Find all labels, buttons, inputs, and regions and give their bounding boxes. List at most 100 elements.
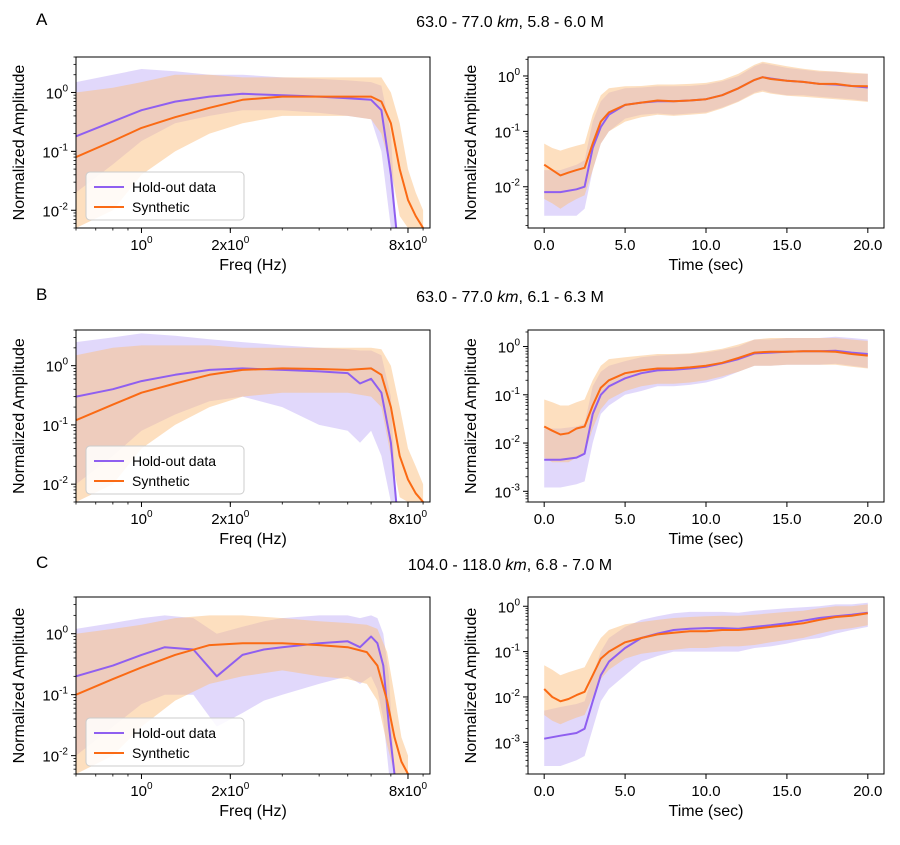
title-distance: 63.0 - 77.0 [416,14,497,31]
tick-exponent: 0 [514,67,520,78]
x-tick-label: 15.0 [772,783,801,800]
x-axis-label: Time (sec) [669,257,744,274]
synthetic-line [543,350,868,436]
y-tick-label: 10-2 [494,688,520,707]
y-axis-label: Normalized Amplitude [463,338,480,494]
y-axis-label: Normalized Amplitude [11,338,28,494]
tick-exponent: -2 [511,688,520,699]
legend-label: Hold-out data [132,453,216,469]
y-axis-label: Normalized Amplitude [11,608,28,764]
title-unit: km [497,14,518,31]
y-tick-label: 10-1 [42,416,68,435]
tick-exponent: 0 [421,781,427,792]
plot-area [543,61,868,216]
legend-label: Synthetic [132,199,190,215]
synthetic-band [76,615,408,774]
row-title: 104.0 - 118.0 km, 6.8 - 7.0 M [408,557,612,574]
plot-frame [75,329,431,503]
tick-base: 10 [494,645,511,662]
x-tick-label: 0.0 [534,237,555,254]
x-tick-label: 8x100 [389,781,428,800]
tick-base: 10 [130,511,147,528]
tick-exponent: -2 [511,434,520,445]
x-axis: 0.0 5.0 10.0 15.0 20.0 [534,228,882,254]
tick-exponent: 0 [244,781,250,792]
tick-exponent: 0 [62,357,68,368]
synthetic-band [544,61,868,209]
x-tick-label: 15.0 [772,237,801,254]
tick-base: 10 [42,688,59,705]
y-tick-label: 100 [46,357,69,376]
x-axis-label: Freq (Hz) [219,531,287,548]
x-tick-label: 5.0 [615,511,636,528]
legend-box [85,445,245,495]
holdout-line [76,635,396,774]
x-tick-label: 20.0 [853,237,882,254]
x-tick-label: 8x100 [389,509,428,528]
x-tick-label: 5.0 [615,237,636,254]
plot-area [543,602,868,766]
tick-exponent: -2 [511,178,520,189]
tick-exponent: -2 [59,475,68,486]
x-axis-label: Time (sec) [669,531,744,548]
row-letter: A [36,10,48,29]
tick-base: 10 [46,359,63,376]
y-axis-label: Normalized Amplitude [11,65,28,221]
tick-exponent: 0 [514,338,520,349]
x-axis-label: Freq (Hz) [219,803,287,820]
synthetic-line [543,76,868,177]
row-a-header: A 63.0 - 77.0 km, 5.8 - 6.0 M [36,10,604,31]
title-distance: 104.0 - 118.0 [408,557,506,574]
y-tick-label: 10-3 [494,733,520,752]
y-tick-label: 100 [498,67,521,86]
x-tick-label: 15.0 [772,511,801,528]
x-tick-label: 2x100 [211,509,250,528]
x-axis: 100 2x100 8x100 [75,228,427,254]
x-tick-label: 10.0 [691,237,720,254]
tick-exponent: 0 [62,83,68,94]
holdout-line [544,611,868,740]
tick-exponent: -1 [59,142,68,153]
row-c-header: C 104.0 - 118.0 km, 6.8 - 7.0 M [36,553,612,574]
y-tick-label: 10-2 [42,475,68,494]
y-tick-label: 10-2 [494,178,520,197]
tick-exponent: 0 [514,597,520,608]
x-axis: 100 2x100 8x100 [75,502,428,528]
legend: Hold-out data Synthetic [85,171,245,221]
synthetic-line [76,95,424,228]
tick-exponent: -3 [511,733,520,744]
tick-exponent: 0 [244,509,250,520]
row-title: 63.0 - 77.0 km, 6.1 - 6.3 M [416,289,604,306]
x-tick-label: 10.0 [691,511,720,528]
tick-exponent: 0 [421,235,427,246]
tick-base: 10 [494,388,511,405]
tick-exponent: 0 [421,509,427,520]
synthetic-band [76,74,424,228]
legend-label: Synthetic [132,745,190,761]
legend: Hold-out data Synthetic [85,445,245,495]
tick-base: 10 [42,418,59,435]
synthetic-line [76,642,409,774]
x-tick-label: 2x100 [211,781,250,800]
tick-base: 10 [42,477,59,494]
legend-box [85,171,245,221]
x-axis-label: Time (sec) [669,803,744,820]
tick-base: 10 [130,783,147,800]
tick-base: 10 [130,237,147,254]
tick-base: 10 [494,124,511,141]
y-axis-label: Normalized Amplitude [463,65,480,221]
x-axis-label: Freq (Hz) [219,257,287,274]
tick-base: 10 [42,144,59,161]
synthetic-band [544,604,868,725]
tick-base: 8x10 [389,237,422,254]
plot-area [76,69,424,228]
row-letter: C [36,553,48,572]
plot-frame [75,56,431,229]
y-tick-label: 10-2 [494,434,520,453]
